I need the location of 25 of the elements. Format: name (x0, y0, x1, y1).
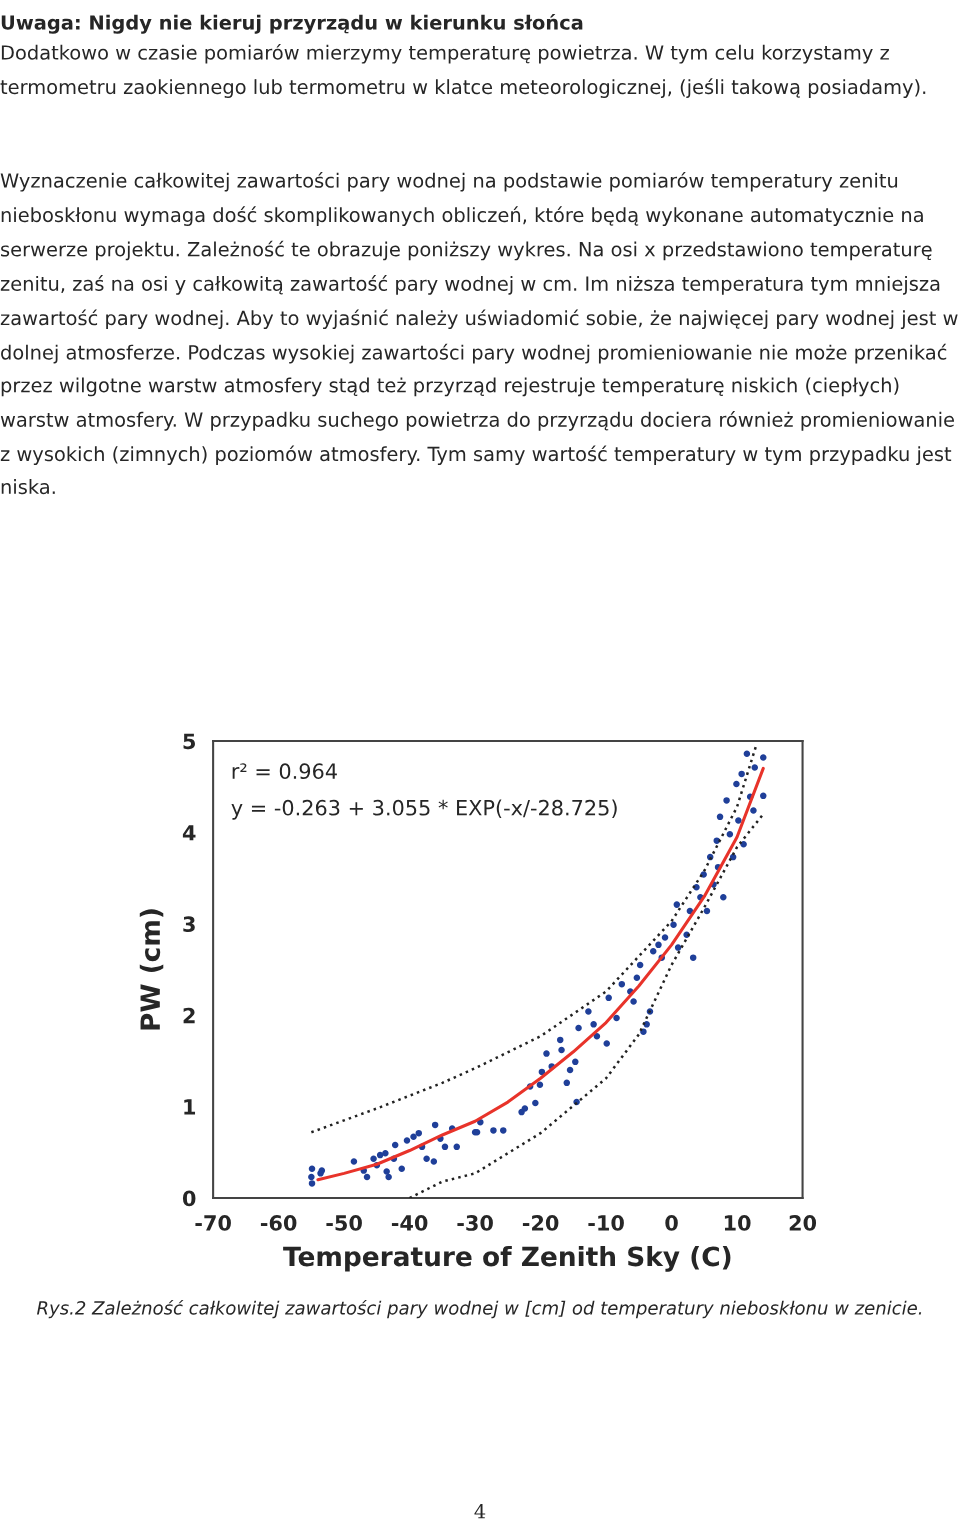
x-axis-title: Temperature of Zenith Sky (C) (283, 1245, 731, 1272)
y-axis-title: PW (cm) (139, 909, 164, 1030)
y-tick-label: 1 (184, 1099, 196, 1115)
text: Rys.2 Zależność całkowitej zawartości pary wodnej w [cm] od temperatury nieboskłonu w zenicie. (36, 1300, 922, 1319)
y-tick-label: 4 (182, 825, 196, 841)
annotation: r² = 0.964 (232, 763, 337, 780)
x-tick-label: -60 (260, 1215, 297, 1231)
x-tick-label: 20 (789, 1215, 817, 1231)
x-tick-label: -10 (588, 1215, 624, 1231)
x-tick-label: -20 (522, 1215, 559, 1231)
annotation: y = -0.263 + 3.055 * EXP(-x/-28.725) (231, 799, 617, 820)
y-tick-label: 0 (182, 1190, 196, 1207)
x-tick-label: 0 (665, 1215, 678, 1231)
text: 4 (474, 1503, 486, 1519)
x-tick-label: -40 (391, 1215, 428, 1231)
y-tick-label: 3 (183, 916, 195, 933)
text: Dodatkowo w czasie pomiarów mierzymy temperaturę powietrza. W tym celu korzystamy z termometru zaokiennego lub termometru w klatce meteorologicznej, (jeśli takową posiadamy). (0, 44, 926, 98)
y-tick-label: 2 (183, 1007, 195, 1024)
x-tick-label: -70 (195, 1215, 231, 1231)
y-tick-label: 5 (183, 733, 195, 750)
text: Wyznaczenie całkowitej zawartości pary wodnej na podstawie pomiarów temperatury zenitu nieboskłonu wymaga dość skomplikowanych obliczeń, które będą wykonane automatycznie na serwerze projektu. Zależność te obrazuje poniższy wykres. Na osi x przedstawiono temperaturę zenitu, zaś na osi y całkowitą zawartość pary wodnej w cm. Im niższa temperatura tym mniejsza zawartość pary wodnej. Aby to wyjaśnić należy uświadomić sobie, że najwięcej pary wodnej jest w dolnej atmosferze. Podczas wysokiej zawartości pary wodnej promieniowanie nie może przenikać przez wilgotne warstw atmosfery stąd też przyrząd rejestruje temperaturę niskich (ciepłych) warstw atmosfery. W przypadku suchego powietrza do przyrządu dociera również promieniowanie z wysokich (zimnych) poziomów atmosfery. Tym samy wartość temperatury w tym przypadku jest niska. (0, 172, 958, 495)
x-tick-label: -30 (457, 1215, 493, 1231)
chart-title: Uwaga: Nigdy nie kieruj przyrządu w kierunku słońca (1, 14, 583, 34)
x-tick-label: -50 (326, 1215, 362, 1231)
x-tick-label: 10 (724, 1215, 751, 1231)
